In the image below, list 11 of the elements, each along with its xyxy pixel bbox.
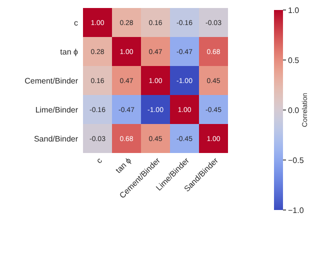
y-tick-label: tan ϕ <box>60 47 79 56</box>
color-bar-label: 0.5 <box>288 56 300 65</box>
color-bar-label: 0.0 <box>288 106 300 115</box>
y-tick-label: Lime/Binder <box>35 105 78 114</box>
y-tick-label: Cement/Binder <box>24 76 78 86</box>
color-bar-label: 1.0 <box>288 6 300 15</box>
color-bar-label: −0.5 <box>288 156 304 165</box>
color-bar-label: −1.0 <box>288 206 304 215</box>
y-tick-label: c <box>74 18 78 28</box>
y-tick-label: Sand/Binder <box>34 134 78 144</box>
x-tick-label: c <box>94 156 104 166</box>
